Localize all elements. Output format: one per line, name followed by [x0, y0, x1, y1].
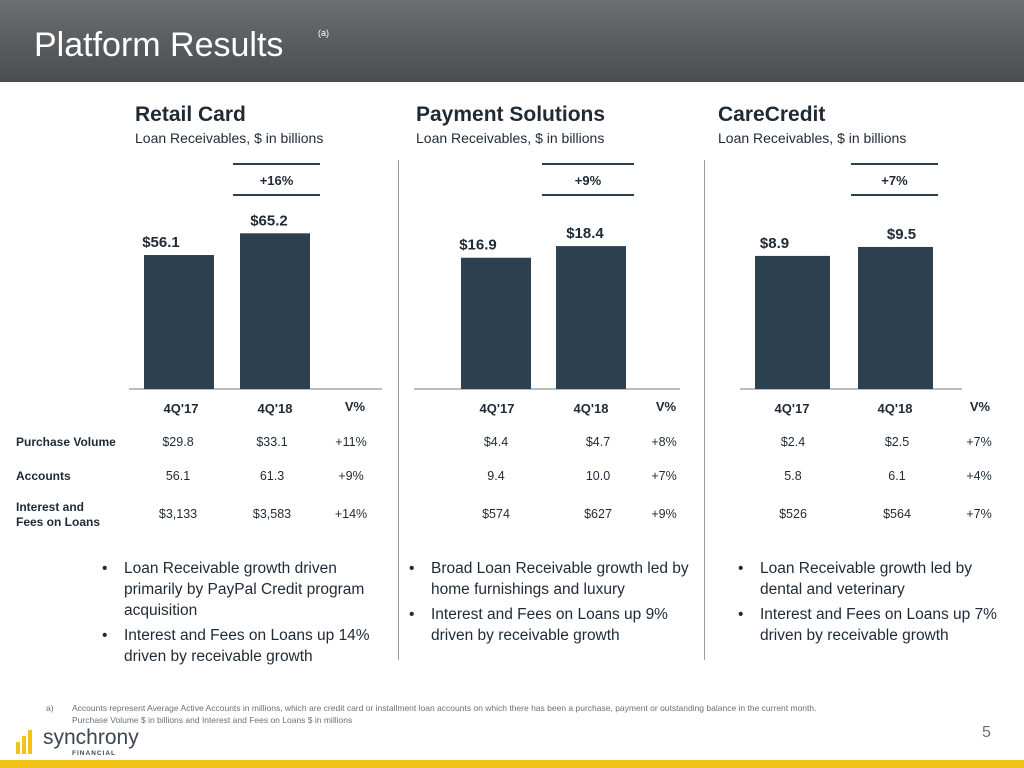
bullet-item: Loan Receivable growth led by dental and…	[734, 558, 1010, 600]
growth-label: +9%	[575, 173, 602, 188]
column-header-4q18: 4Q'18	[257, 401, 293, 416]
panel-title-payment-solutions: Payment Solutions	[416, 103, 606, 126]
row-label-line: Fees on Loans	[16, 515, 101, 529]
header-bar: Platform Results (a)	[0, 0, 1024, 82]
bar-value-label: $16.9	[459, 237, 497, 254]
synchrony-logo: synchrony FINANCIAL	[16, 726, 146, 758]
bar-chart-0: $56.1 $65.2 +16%	[129, 163, 382, 390]
bullet-item: Interest and Fees on Loans up 14% driven…	[98, 625, 380, 667]
panel-divider	[398, 160, 399, 660]
loan-receivables-charts: $56.1 $65.2 +16% $16.9 $18.4 +9% $8.9 $9.5 +7%	[129, 163, 962, 390]
bar-chart-2: $8.9 $9.5 +7%	[740, 163, 962, 390]
table-cell: $526	[779, 507, 807, 521]
table-cell: $29.8	[162, 435, 194, 449]
bar-4Q'17	[461, 257, 531, 389]
growth-label: +16%	[260, 173, 294, 188]
panel-subtitle-payment-solutions: Loan Receivables, $ in billions	[416, 130, 605, 146]
bullet-item: Interest and Fees on Loans up 9% driven …	[405, 604, 697, 646]
bar-4Q'18	[240, 233, 310, 389]
growth-label: +7%	[881, 173, 908, 188]
table-cell: +9%	[338, 469, 364, 483]
logo-wordmark: synchrony	[43, 726, 139, 749]
footnote-text: Purchase Volume $ in billions and Intere…	[72, 715, 353, 725]
bar-4Q'18	[556, 246, 626, 389]
table-cell: +11%	[335, 435, 367, 449]
logo-subtitle: FINANCIAL	[72, 750, 117, 757]
bullet-item: Interest and Fees on Loans up 7% driven …	[734, 604, 1010, 646]
table-cell: $4.7	[585, 435, 611, 449]
bar-value-label: $65.2	[250, 212, 288, 229]
table-cell: $3,133	[158, 507, 198, 521]
bar-value-label: $56.1	[142, 234, 180, 251]
table-cell: $2.4	[780, 435, 806, 449]
column-header-v-pct: V%	[969, 399, 991, 414]
table-cell: $4.4	[483, 435, 509, 449]
table-cell: 56.1	[165, 469, 191, 483]
column-header-4q17: 4Q'17	[774, 401, 810, 416]
row-label-line: Interest and	[16, 500, 85, 514]
column-header-4q17: 4Q'17	[163, 401, 199, 416]
table-cell: 61.3	[259, 469, 285, 483]
bullet-item: Broad Loan Receivable growth led by home…	[405, 558, 697, 600]
table-cell: 10.0	[585, 469, 611, 483]
page-title: Platform Results	[34, 26, 284, 64]
synchrony-logo-icon	[16, 730, 32, 754]
column-header-v-pct: V%	[344, 399, 366, 414]
table-cell: +4%	[966, 469, 992, 483]
column-header-v-pct: V%	[655, 399, 677, 414]
bullet-list-payment-solutions: Broad Loan Receivable growth led by home…	[405, 558, 697, 650]
bar-value-label: $8.9	[760, 235, 789, 252]
bullet-list-carecredit: Loan Receivable growth led by dental and…	[734, 558, 1010, 650]
bar-4Q'17	[144, 255, 214, 389]
table-cell: 9.4	[487, 469, 505, 483]
panel-title-carecredit: CareCredit	[718, 103, 826, 126]
bar-value-label: $9.5	[887, 226, 916, 243]
column-header-4q18: 4Q'18	[877, 401, 913, 416]
footnote: a) Accounts represent Average Active Acc…	[46, 702, 976, 726]
title-footnote-marker: (a)	[318, 28, 329, 38]
bar-value-label: $18.4	[566, 225, 604, 242]
table-cell: $33.1	[256, 435, 288, 449]
table-cell: $3,583	[252, 507, 292, 521]
panel-subtitle-retail-card: Loan Receivables, $ in billions	[135, 130, 324, 146]
bar-chart-1: $16.9 $18.4 +9%	[414, 163, 680, 390]
column-header-4q18: 4Q'18	[573, 401, 609, 416]
table-cell: 6.1	[888, 469, 906, 483]
bullet-list-retail-card: Loan Receivable growth driven primarily …	[98, 558, 380, 671]
bullet-item: Loan Receivable growth driven primarily …	[98, 558, 380, 621]
table-cell: $627	[584, 507, 612, 521]
panel-divider	[704, 160, 705, 660]
table-cell: $564	[883, 507, 911, 521]
row-label-purchase-volume: Purchase Volume	[16, 435, 116, 449]
row-label-accounts: Accounts	[16, 469, 71, 483]
panel-subtitle-carecredit: Loan Receivables, $ in billions	[718, 130, 907, 146]
table-cell: +7%	[651, 469, 677, 483]
footer-accent-bar	[0, 760, 1024, 768]
bar-4Q'18	[858, 246, 933, 389]
table-cell: +7%	[966, 507, 992, 521]
table-cell: +7%	[966, 435, 992, 449]
table-cell: +9%	[651, 507, 677, 521]
table-cell: $2.5	[884, 435, 910, 449]
page-number: 5	[982, 724, 991, 741]
footnote-text: Accounts represent Average Active Accoun…	[72, 703, 817, 713]
table-cell: +14%	[334, 507, 368, 521]
row-label-interest-and-fees: Interest and Fees on Loans	[16, 500, 100, 530]
table-cell: 5.8	[784, 469, 802, 483]
table-cell: $574	[482, 507, 510, 521]
footnote-marker: a)	[46, 703, 54, 713]
column-header-4q17: 4Q'17	[479, 401, 515, 416]
panel-title-retail-card: Retail Card	[135, 103, 246, 126]
bar-4Q'17	[755, 255, 830, 389]
table-cell: +8%	[651, 435, 677, 449]
